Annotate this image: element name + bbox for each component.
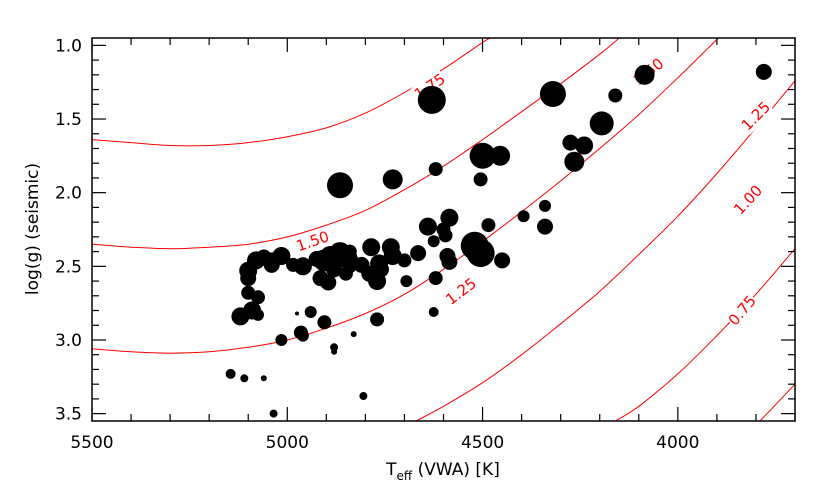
data-point <box>440 208 459 227</box>
data-point <box>359 392 368 400</box>
data-point <box>755 63 772 80</box>
y-tick-label: 2.0 <box>55 184 82 204</box>
contour-label-bg <box>724 291 761 330</box>
data-point <box>400 275 413 288</box>
data-point <box>320 274 337 291</box>
data-point <box>331 348 338 355</box>
data-point <box>286 257 301 272</box>
data-point <box>225 368 236 379</box>
data-point <box>410 245 427 262</box>
data-point <box>241 285 256 300</box>
data-point <box>308 251 325 267</box>
x-tick-label: 5000 <box>266 433 309 453</box>
data-point <box>494 252 511 269</box>
y-tick-label: 1.5 <box>55 110 82 130</box>
data-point <box>326 261 343 278</box>
data-point <box>397 253 412 268</box>
data-point <box>330 343 339 352</box>
data-point <box>562 134 579 151</box>
contour-label-text: 1.25 <box>442 274 480 308</box>
x-tick-label: 4500 <box>461 433 504 453</box>
data-point <box>240 270 257 287</box>
data-point <box>317 315 332 330</box>
data-point <box>438 228 453 243</box>
data-point <box>383 247 402 265</box>
contour-label-bg <box>737 97 775 135</box>
contour-labels: 1.751.501.501.251.251.000.75 <box>293 54 775 330</box>
data-point <box>539 199 551 212</box>
contour-label-text: 0.75 <box>725 292 760 329</box>
data-point <box>466 239 495 268</box>
y-tick-label: 3.5 <box>55 405 82 425</box>
data-point <box>428 307 439 317</box>
data-point <box>418 217 437 236</box>
contour-label-text: 1.00 <box>730 182 766 219</box>
data-point <box>564 151 585 172</box>
x-axis-label-rest: (VWA) [K] <box>412 460 500 480</box>
data-point <box>469 142 496 169</box>
contour-label-bg <box>293 227 332 256</box>
data-point <box>260 375 267 382</box>
y-tick-label: 3.0 <box>55 331 82 351</box>
data-point <box>370 312 385 327</box>
data-point <box>269 409 278 418</box>
data-point <box>517 210 530 223</box>
x-axis-label-sub: eff <box>397 469 413 483</box>
data-point <box>252 308 264 321</box>
data-point <box>338 266 353 281</box>
contour-label-4: 1.25 <box>442 273 481 309</box>
data-point <box>428 271 443 286</box>
x-axis-label-main: T <box>385 460 397 480</box>
data-point <box>263 256 280 273</box>
data-point <box>275 334 288 346</box>
contour-line-1.50-1 <box>92 38 620 250</box>
data-point <box>634 64 655 85</box>
contour-line-1.25-2 <box>92 38 720 354</box>
x-tick-label: 4000 <box>656 433 699 453</box>
axis-ticks <box>91 38 796 421</box>
x-tick-label: 5500 <box>70 433 113 453</box>
contour-label-5: 1.00 <box>729 181 767 219</box>
data-point <box>490 145 511 166</box>
data-point <box>304 306 317 318</box>
contour-line-1.00-3 <box>415 80 795 421</box>
y-tick-label: 1.0 <box>55 36 82 56</box>
contour-line-1.75-0 <box>92 38 491 147</box>
data-point <box>350 331 357 338</box>
data-point <box>296 329 309 342</box>
data-point <box>417 85 446 114</box>
data-point <box>240 374 249 383</box>
data-point <box>362 238 381 257</box>
data-point <box>428 162 443 177</box>
data-point <box>295 311 299 316</box>
contour-line-0.75-4 <box>615 248 795 421</box>
contour-label-text: 1.25 <box>738 98 774 134</box>
data-point <box>575 136 594 155</box>
data-point <box>608 88 623 103</box>
data-point <box>382 169 403 190</box>
data-point <box>441 253 458 270</box>
contour-line-edge-5 <box>759 383 795 421</box>
contour-label-3: 1.25 <box>737 97 775 135</box>
y-tick-label: 2.5 <box>55 257 82 277</box>
data-points <box>225 63 772 418</box>
contour-label-6: 0.75 <box>724 291 761 330</box>
data-point <box>589 111 614 136</box>
contour-label-bg <box>442 273 481 309</box>
data-point <box>537 218 553 235</box>
data-point <box>539 81 566 107</box>
contour-label-bg <box>729 181 767 219</box>
y-axis-label: log(g) (seismic) <box>23 163 43 295</box>
data-point <box>473 172 488 187</box>
data-point <box>368 272 387 291</box>
x-axis-label: Teff (VWA) [K] <box>385 460 500 483</box>
data-point <box>327 172 353 199</box>
data-point <box>481 218 496 233</box>
tick-labels: 5500 5000 4500 4000 1.0 1.5 2.0 2.5 3.0 3.5 <box>55 36 699 453</box>
data-point <box>427 235 440 248</box>
